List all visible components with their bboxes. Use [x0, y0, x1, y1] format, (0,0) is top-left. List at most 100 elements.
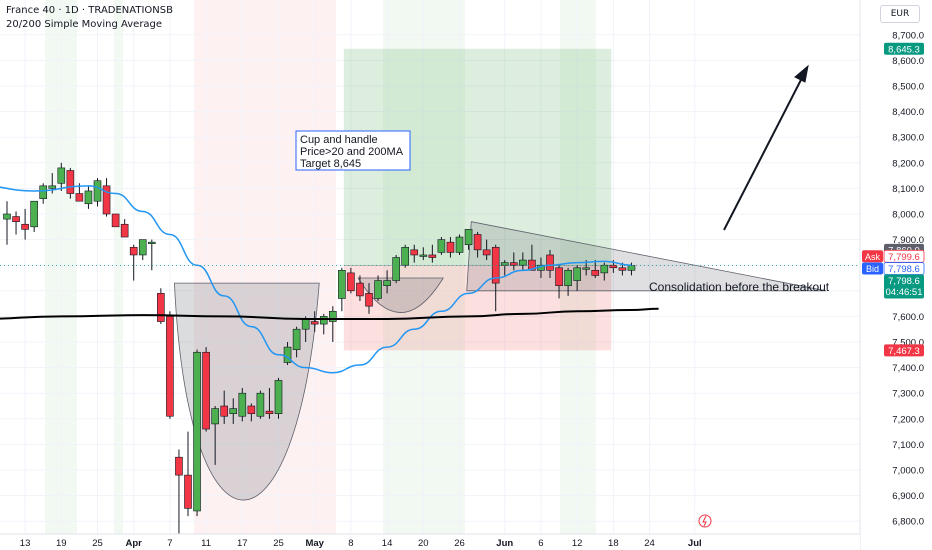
candle-body [301, 318, 310, 330]
x-tick-label: 25 [92, 538, 103, 549]
candle-body [238, 392, 247, 417]
y-tick-label: 8,600.0 [892, 56, 924, 67]
indicator-label[interactable]: 20/200 Simple Moving Average [6, 19, 163, 30]
ma20-line [0, 185, 632, 374]
cup-shape [174, 282, 320, 501]
candle-body [401, 246, 410, 266]
candle-body [75, 193, 84, 202]
y-tick-label: 7,600.0 [892, 312, 924, 323]
candle-body [482, 249, 491, 256]
y-tick-label: 8,100.0 [892, 184, 924, 195]
target-price-tag-bg [884, 42, 924, 55]
candle-body [30, 200, 38, 228]
candle-body [148, 241, 156, 244]
symbol-title[interactable]: France 40 · 1D · TRADENATIONSB [6, 5, 173, 16]
x-tick-label: Apr [126, 538, 143, 549]
session-band-up [560, 0, 596, 534]
annotation-line: Target 8,645 [300, 158, 361, 170]
x-tick-label: 18 [608, 538, 619, 549]
candle-body [21, 223, 29, 230]
candle-body [138, 239, 147, 256]
x-tick-label: 19 [56, 538, 67, 549]
candle-body [175, 456, 183, 476]
candle-body [365, 293, 373, 307]
last-price-bg [884, 274, 924, 299]
session-band-up [114, 0, 123, 534]
x-tick-label: 14 [382, 538, 393, 549]
candle-body [202, 351, 210, 430]
y-tick-label: 7,200.0 [892, 414, 924, 425]
ask-label-bg [862, 250, 883, 263]
candle-body [500, 262, 509, 266]
candle-body [39, 185, 48, 199]
candle-body [600, 264, 609, 274]
candle-body [519, 259, 527, 266]
candle-body [184, 474, 192, 509]
candle-body [120, 223, 129, 238]
candle-body [573, 267, 581, 281]
target-price-tag: 8,645.3 [888, 44, 920, 55]
stop-price-tag: 7,467.3 [888, 346, 920, 357]
x-tick-label: 6 [538, 538, 543, 549]
candle-body [356, 282, 364, 297]
x-tick-label: 26 [454, 538, 465, 549]
ask-price: 7,799.6 [888, 252, 920, 263]
candle-body [374, 280, 382, 299]
x-tick-label: 17 [237, 538, 248, 549]
candle-body [166, 316, 174, 417]
y-tick-label: 8,200.0 [892, 158, 924, 169]
currency-button[interactable]: EUR [880, 5, 920, 23]
candle-body [582, 267, 591, 270]
candle-body [211, 408, 219, 425]
candle-body [410, 249, 419, 256]
y-tick-label: 7,500.0 [892, 338, 924, 349]
candle-body [193, 351, 201, 512]
candle-body [347, 272, 355, 292]
x-tick-label: 7 [167, 538, 172, 549]
candle-body [48, 185, 57, 189]
y-tick-label: 8,400.0 [892, 107, 924, 118]
candle-body [274, 380, 283, 414]
x-tick-label: 11 [201, 538, 211, 549]
y-tick-label: 7,300.0 [892, 389, 924, 400]
ma200-line [0, 307, 659, 320]
candle-body [3, 213, 11, 220]
x-tick-label: 25 [273, 538, 284, 549]
candle-body [455, 236, 464, 253]
y-tick-label: 8,000.0 [892, 210, 924, 221]
candle-body [473, 234, 482, 251]
ask-label: Ask [865, 252, 881, 262]
candle-body [392, 257, 400, 281]
x-tick-label: Jun [496, 538, 513, 549]
candle-body [627, 265, 636, 271]
y-tick-label: 6,800.0 [892, 517, 924, 528]
candle-body [157, 293, 165, 322]
candle-body [283, 346, 292, 363]
candle-body [84, 190, 93, 205]
y-tick-label: 8,700.0 [892, 30, 924, 41]
candle-body [247, 405, 256, 414]
candle-body [464, 229, 473, 246]
candle-body [229, 408, 238, 414]
consolidation-label: Consolidation before the breakout [649, 280, 830, 294]
x-tick-label: 20 [418, 538, 429, 549]
cup-handle-annotation [295, 130, 411, 171]
candle-body [310, 321, 319, 325]
x-tick-label: 12 [572, 538, 583, 549]
candle-body [446, 241, 455, 253]
candle-body [419, 254, 428, 257]
session-band-down [194, 0, 336, 534]
x-tick-label: 24 [644, 538, 655, 549]
x-tick-label: Jul [688, 538, 702, 549]
candle-body [256, 392, 265, 417]
bid-label-bg [862, 262, 883, 275]
candle-body [93, 180, 102, 202]
annotation-line: Price>20 and 200MA [300, 146, 404, 158]
candle-body [437, 239, 446, 253]
candle-body [428, 254, 437, 258]
candle-body [57, 167, 66, 184]
candle-body [129, 246, 138, 256]
y-tick-label: 6,900.0 [892, 491, 924, 502]
